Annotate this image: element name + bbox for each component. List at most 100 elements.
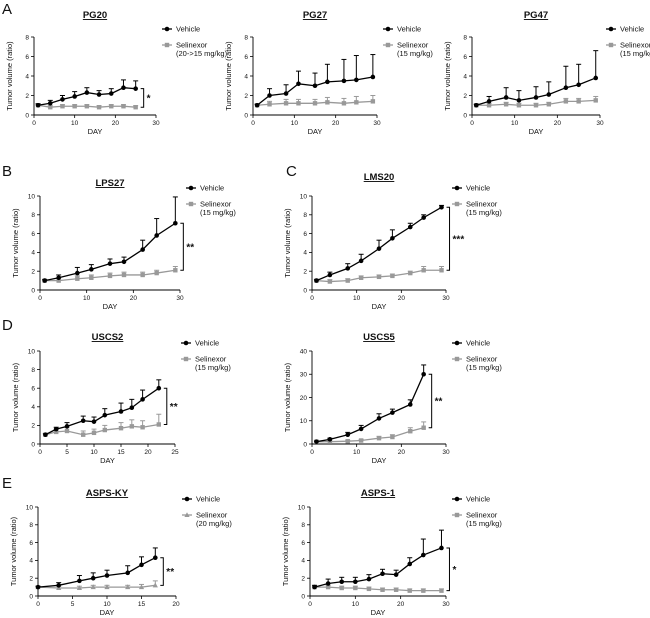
x-tick-label: 20 bbox=[398, 295, 406, 302]
bracket-line bbox=[160, 557, 164, 586]
chart-title: PG47 bbox=[524, 10, 548, 21]
y-axis-label: Tumor volume (ratio) bbox=[11, 362, 20, 432]
data-point bbox=[327, 439, 333, 444]
data-point bbox=[104, 584, 110, 590]
data-point bbox=[390, 410, 395, 415]
data-point bbox=[72, 104, 77, 109]
panel-letter-e: E bbox=[2, 475, 12, 492]
data-point bbox=[563, 99, 569, 104]
data-point bbox=[154, 270, 159, 276]
y-tick-label: 8 bbox=[463, 34, 467, 41]
y-tick-label: 2 bbox=[303, 269, 307, 276]
data-point bbox=[421, 371, 426, 377]
data-point bbox=[358, 275, 364, 280]
y-tick-label: 6 bbox=[244, 54, 248, 61]
y-tick-label: 2 bbox=[25, 93, 29, 100]
series-vehicle bbox=[35, 79, 139, 108]
data-point bbox=[53, 426, 59, 432]
legend-label: Vehicle bbox=[620, 25, 644, 34]
data-point bbox=[129, 405, 135, 411]
data-point bbox=[152, 582, 158, 588]
data-point bbox=[254, 102, 260, 108]
legend-marker bbox=[454, 512, 460, 518]
legend-marker bbox=[183, 340, 189, 346]
data-point bbox=[312, 584, 317, 590]
data-point bbox=[138, 584, 145, 590]
data-point bbox=[341, 78, 347, 84]
data-point bbox=[121, 259, 127, 265]
data-point bbox=[439, 588, 444, 593]
y-axis-label: Tumor volume (ratio) bbox=[283, 362, 292, 432]
legend-marker bbox=[454, 356, 460, 362]
data-point bbox=[503, 95, 509, 100]
legend-marker bbox=[385, 26, 391, 32]
data-point bbox=[353, 585, 358, 591]
x-tick-label: 5 bbox=[71, 601, 75, 608]
legend-label: (20 mg/kg) bbox=[196, 519, 232, 528]
data-point bbox=[473, 102, 479, 108]
data-point bbox=[90, 575, 96, 581]
x-tick-label: 30 bbox=[596, 120, 604, 127]
legend-label: (15 mg/kg) bbox=[200, 208, 236, 217]
legend-marker bbox=[164, 26, 170, 32]
data-point bbox=[296, 81, 301, 87]
data-point bbox=[91, 419, 97, 424]
y-tick-label: 8 bbox=[301, 522, 305, 529]
significance-label: *** bbox=[453, 234, 465, 245]
y-tick-label: 2 bbox=[31, 269, 35, 276]
series-selinexor bbox=[313, 266, 445, 284]
series-vehicle bbox=[473, 50, 599, 108]
data-point bbox=[576, 99, 581, 104]
data-point bbox=[593, 75, 599, 81]
y-tick-label: 30 bbox=[300, 372, 308, 379]
data-point bbox=[54, 429, 59, 435]
data-point bbox=[503, 102, 509, 107]
legend-label: Selinexor bbox=[620, 41, 650, 50]
significance-bracket: *** bbox=[446, 206, 465, 271]
y-tick-label: 6 bbox=[303, 231, 307, 238]
significance-label: ** bbox=[435, 396, 443, 407]
data-point bbox=[325, 584, 331, 590]
y-tick-label: 6 bbox=[31, 386, 35, 393]
y-tick-label: 8 bbox=[25, 34, 29, 41]
legend-marker bbox=[188, 201, 194, 207]
x-tick-label: 30 bbox=[442, 449, 450, 456]
data-point bbox=[546, 92, 552, 97]
data-point bbox=[325, 100, 330, 105]
chart-uscs2: USCS2 0 2 4 6 8 10 0 5 10 15 20 25 DAY Tumor volume (r… bbox=[11, 332, 231, 465]
panel-letter-b: B bbox=[2, 163, 12, 180]
data-point bbox=[339, 585, 344, 591]
x-tick-label: 30 bbox=[373, 120, 381, 127]
series-vehicle bbox=[42, 379, 162, 438]
x-tick-label: 10 bbox=[353, 295, 361, 302]
data-point bbox=[345, 278, 350, 283]
data-point bbox=[563, 85, 569, 90]
x-tick-label: 30 bbox=[152, 120, 160, 127]
data-point bbox=[77, 578, 82, 584]
legend: Vehicle Selinexor(15 mg/kg) bbox=[383, 25, 433, 58]
data-point bbox=[133, 105, 138, 110]
legend-marker bbox=[608, 42, 614, 48]
data-point bbox=[533, 95, 539, 100]
x-tick-label: 10 bbox=[291, 120, 299, 127]
bracket-line bbox=[180, 222, 184, 271]
legend-label: Selinexor bbox=[466, 355, 498, 364]
data-point bbox=[96, 92, 102, 97]
y-tick-label: 4 bbox=[29, 558, 33, 565]
legend-marker bbox=[164, 42, 170, 48]
y-tick-label: 6 bbox=[463, 54, 467, 61]
x-tick-label: 0 bbox=[310, 295, 314, 302]
x-tick-label: 0 bbox=[470, 120, 474, 127]
data-point bbox=[107, 261, 113, 266]
x-tick-label: 30 bbox=[442, 295, 450, 302]
x-tick-label: 15 bbox=[138, 601, 146, 608]
legend-marker bbox=[183, 356, 189, 362]
legend-label: (15 mg/kg) bbox=[466, 363, 502, 372]
bracket-line bbox=[428, 373, 433, 429]
y-tick-label: 4 bbox=[301, 558, 305, 565]
x-tick-label: 5 bbox=[65, 449, 69, 456]
legend-marker bbox=[608, 26, 614, 32]
y-tick-label: 0 bbox=[303, 441, 307, 448]
series-selinexor bbox=[473, 95, 599, 108]
